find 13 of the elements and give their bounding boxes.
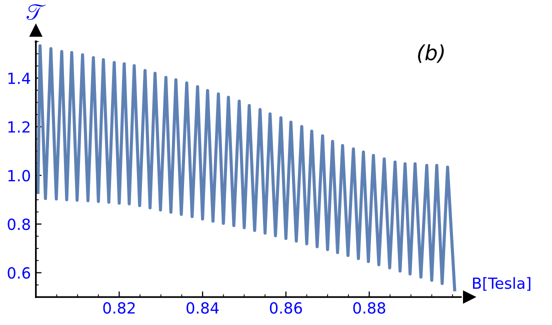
line-series — [36, 44, 456, 292]
y-tick-label: 0.6 — [8, 267, 30, 279]
x-tick-label: 0.82 — [103, 302, 135, 314]
y-tick-label: 1.0 — [8, 170, 30, 182]
x-tick-label: 0.86 — [270, 302, 302, 314]
y-tick-label: 1.4 — [8, 72, 30, 84]
x-tick-label: 0.84 — [186, 302, 219, 314]
y-tick-label: 1.2 — [8, 121, 30, 133]
y-axis-title: 𝒯 — [26, 4, 46, 20]
y-tick-label: 0.8 — [8, 218, 30, 230]
x-axis-title: B[Tesla] — [473, 277, 530, 291]
x-tick-label: 0.88 — [353, 302, 386, 314]
annotation: (b) — [418, 44, 444, 63]
